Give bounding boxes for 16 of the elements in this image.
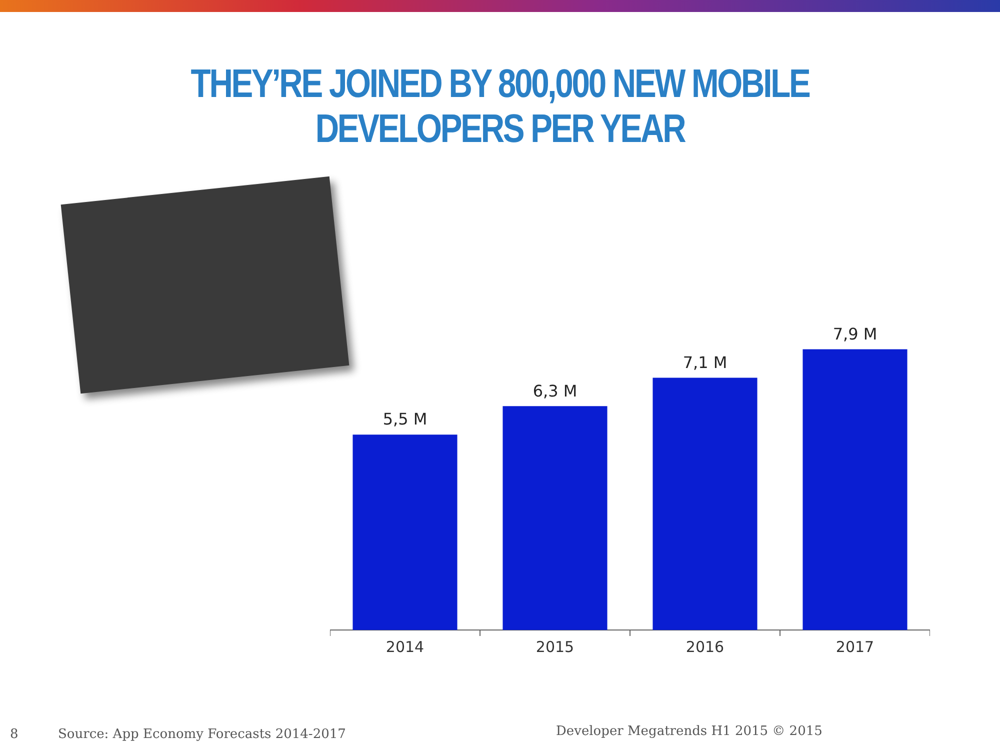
x-tick-label: 2017: [836, 638, 874, 656]
bar: [352, 434, 458, 630]
text: 8: [10, 727, 18, 742]
x-tick-label: 2015: [536, 638, 574, 656]
x-tick-label: 2016: [686, 638, 724, 656]
chart-title: THEY’RE JOINED BY 800,000 NEW MOBILE DEVELOPERS PER YEAR: [190, 62, 811, 152]
bar: [802, 349, 908, 630]
bar: [502, 406, 608, 630]
bar: [652, 378, 758, 630]
source-note: Source: App Economy Forecasts 2014-2017: [58, 727, 346, 742]
data-label: 6,3 M: [532, 381, 578, 400]
data-label: 7,9 M: [832, 324, 878, 344]
data-label: 7,1 M: [682, 352, 728, 372]
x-tick-label: 2014: [386, 638, 424, 656]
text: Developer Megatrends H1 2015 © 2015: [556, 724, 822, 739]
data-label: 5,5 M: [382, 410, 428, 429]
